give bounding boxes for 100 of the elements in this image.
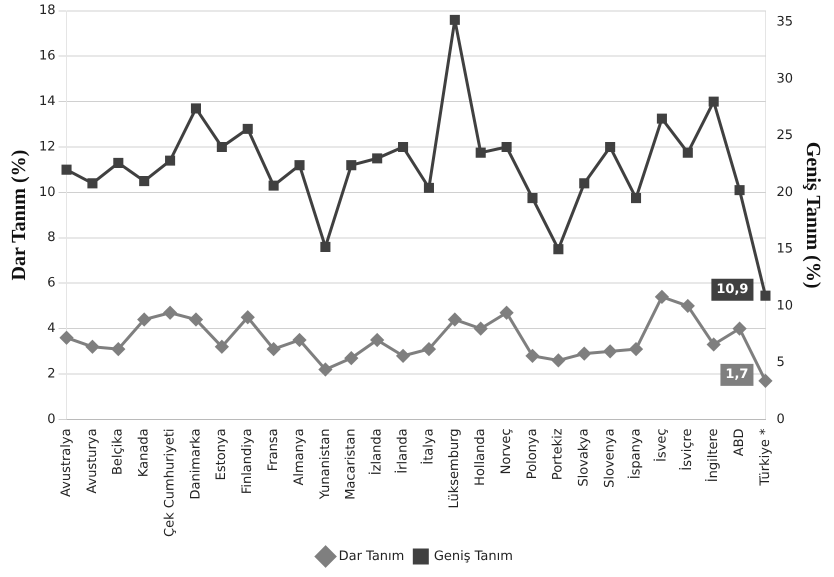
point — [242, 124, 253, 134]
x-tick-label: Fransa — [266, 428, 282, 472]
y2-tick-label: 30 — [776, 71, 794, 86]
point — [189, 313, 202, 326]
x-tick-label: Almanya — [292, 428, 307, 486]
x-tick-label: Finlandiya — [240, 428, 256, 494]
point — [476, 148, 486, 158]
point — [500, 306, 514, 320]
y2-tick-label: 20 — [776, 184, 794, 200]
point — [502, 142, 512, 152]
y-tick-label: 2 — [47, 366, 56, 382]
point — [112, 342, 125, 356]
point — [113, 158, 124, 168]
x-tick-label: Danimarka — [188, 428, 204, 500]
x-tick-label: Portekiz — [550, 428, 566, 480]
point — [448, 313, 462, 326]
point — [708, 96, 719, 107]
x-tick-label: Lüksemburg — [447, 428, 462, 509]
data-label: 10,9 — [716, 282, 748, 298]
point — [734, 185, 745, 196]
x-tick-label: Macaristan — [344, 428, 359, 500]
point — [165, 156, 176, 166]
x-tick-label: İtalya — [420, 428, 436, 465]
x-tick-label: Norveç — [498, 428, 514, 474]
x-tick-label: Yunanistan — [318, 428, 333, 500]
x-tick-label: Kanada — [136, 428, 152, 478]
point — [553, 244, 564, 254]
x-tick-label: Slovenya — [602, 428, 618, 488]
x-tick-label: Çek Cumhuriyeti — [162, 428, 178, 538]
point — [216, 142, 227, 152]
point — [527, 193, 538, 204]
x-tick-label: Slovakya — [576, 428, 592, 487]
x-tick-label: İzlanda — [368, 428, 385, 476]
y-tick-label: 18 — [38, 3, 56, 18]
point — [87, 178, 98, 188]
x-tick-label: Estonya — [214, 428, 230, 480]
point — [139, 176, 150, 186]
point — [293, 333, 306, 346]
y2-tick-label: 0 — [776, 412, 785, 427]
point — [656, 114, 667, 124]
point — [526, 349, 539, 362]
point — [320, 242, 330, 252]
y2-tick-label: 15 — [776, 242, 794, 257]
y2-tick-label: 10 — [776, 298, 794, 314]
legend-label: Geniş Tanım — [434, 548, 513, 564]
y2-tick-label: 35 — [776, 14, 794, 30]
point — [346, 160, 356, 170]
x-tick-label: Avusturya — [84, 428, 100, 494]
y-tick-label: 0 — [47, 412, 56, 427]
y2-tick-label: 5 — [776, 355, 785, 370]
x-tick-label: İsviçre — [679, 428, 696, 471]
point — [267, 342, 280, 356]
y-tick-label: 12 — [38, 139, 56, 154]
point — [190, 103, 202, 114]
point — [370, 333, 384, 346]
point — [450, 14, 460, 25]
point — [681, 299, 694, 312]
point — [474, 322, 488, 336]
point — [241, 310, 254, 324]
point — [424, 182, 434, 193]
x-tick-label: İsveç — [653, 428, 670, 462]
point — [579, 178, 590, 188]
x-tick-label: Polonya — [524, 428, 540, 480]
point — [422, 342, 436, 356]
point — [318, 363, 332, 376]
point — [138, 313, 151, 326]
x-tick-label: Hollanda — [473, 428, 488, 486]
point — [372, 153, 382, 164]
x-tick-label: İrlanda — [394, 428, 410, 474]
point — [578, 347, 591, 360]
point — [630, 342, 643, 356]
point — [62, 164, 72, 175]
point — [552, 354, 565, 367]
point — [604, 344, 617, 358]
x-tick-label: ABD — [732, 428, 747, 456]
x-tick-label: Belçika — [110, 428, 126, 476]
y-tick-label: 8 — [47, 230, 56, 246]
legend-label: Dar Tanım — [338, 548, 404, 564]
point — [630, 193, 642, 204]
point — [758, 374, 772, 388]
y-tick-label: 16 — [38, 48, 56, 64]
y-tick-label: 10 — [38, 184, 56, 200]
y-tick-label: 14 — [38, 94, 56, 109]
data-label: 1,7 — [725, 367, 748, 382]
point — [268, 180, 279, 191]
point — [760, 290, 770, 301]
point — [86, 340, 99, 354]
x-tick-label: İngiltere — [705, 428, 722, 482]
y2-axis-title: Geniş Tanım (%) — [802, 142, 824, 288]
point — [605, 142, 616, 152]
point — [344, 352, 358, 365]
point — [733, 322, 746, 336]
point — [60, 331, 74, 344]
point — [215, 340, 228, 354]
y-tick-label: 4 — [47, 321, 56, 336]
point — [655, 290, 668, 304]
y-tick-label: 6 — [47, 276, 56, 291]
y2-tick-label: 25 — [776, 128, 794, 144]
point — [294, 160, 305, 170]
x-tick-label: Avustralya — [58, 428, 74, 497]
